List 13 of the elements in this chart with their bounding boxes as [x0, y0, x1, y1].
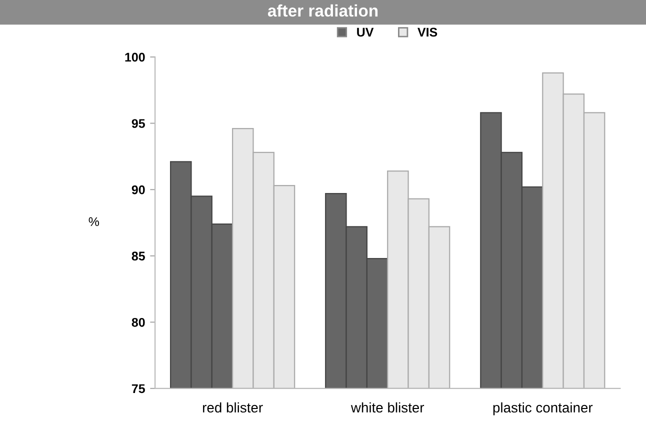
y-tick-label: 80	[132, 318, 145, 327]
x-tick-label: plastic container	[493, 402, 593, 416]
chart-title: after radiation	[268, 4, 378, 17]
x-tick-label: red blister	[202, 402, 263, 413]
legend-label: VIS	[418, 28, 438, 37]
y-tick-label: 75	[132, 384, 145, 394]
y-tick-label: 100	[125, 52, 145, 62]
x-tick-label: white blister	[350, 402, 424, 413]
y-axis-title: %	[88, 217, 100, 226]
y-tick-label: 95	[132, 119, 145, 128]
legend-label: UV	[357, 28, 374, 37]
y-tick-label: 90	[132, 185, 145, 194]
y-tick-label: 85	[132, 252, 145, 261]
